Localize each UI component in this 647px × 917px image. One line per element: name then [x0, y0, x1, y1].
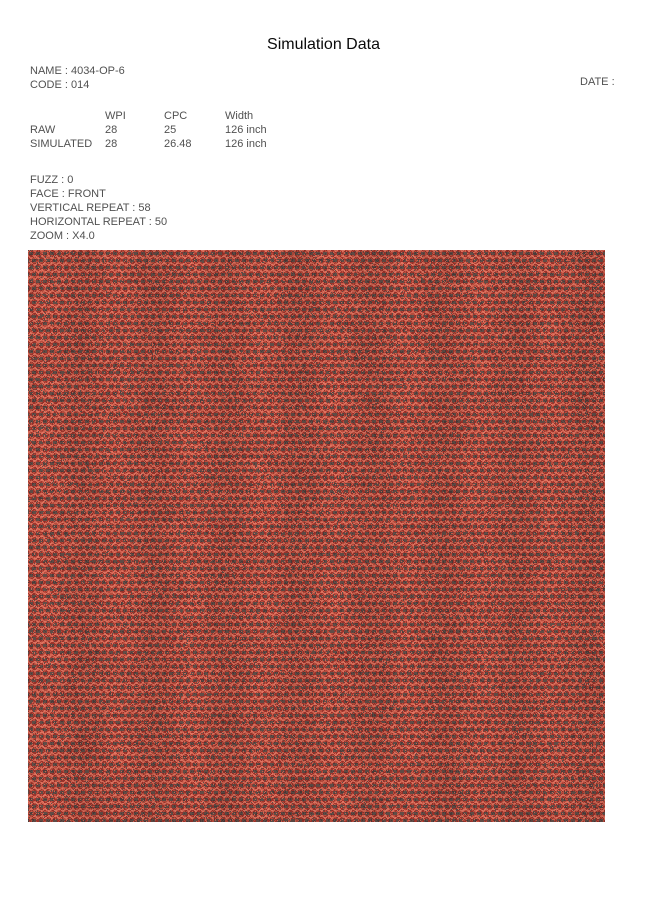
table-cell-wpi: 28 [105, 124, 118, 136]
name-value: 4034-OP-6 [70, 65, 125, 77]
code-field: CODE : 014 [30, 78, 125, 92]
param-label: FACE [30, 188, 59, 200]
table-cell-cpc: 26.48 [164, 138, 192, 150]
fabric-texture-image [28, 250, 605, 822]
name-separator: : [61, 65, 71, 77]
param-label: FUZZ [30, 174, 59, 186]
measurement-table: WPI CPC Width RAW 28 25 126 inch SIMULAT… [30, 109, 267, 151]
code-label: CODE [30, 79, 62, 91]
table-corner-cell [30, 109, 105, 123]
param-value: 0 [67, 174, 74, 186]
param-value: 50 [154, 216, 168, 228]
param-face: FACE : FRONT [30, 187, 167, 201]
table-header-cpc: CPC [164, 110, 188, 122]
table-cell-cpc: 25 [164, 124, 177, 136]
param-label: HORIZONTAL REPEAT [30, 216, 146, 228]
table-header-width: Width [225, 110, 254, 122]
param-value: FRONT [67, 188, 106, 200]
table-cell-wpi: 28 [105, 138, 118, 150]
table-header-wpi: WPI [105, 110, 126, 122]
param-vertical-repeat: VERTICAL REPEAT : 58 [30, 201, 167, 215]
param-value: 58 [138, 202, 151, 214]
meta-block: NAME : 4034-OP-6 CODE : 014 [30, 64, 125, 92]
param-label: VERTICAL REPEAT [30, 202, 130, 214]
date-label: DATE [580, 76, 609, 88]
param-fuzz: FUZZ : 0 [30, 173, 167, 187]
param-label: ZOOM [30, 230, 63, 242]
table-row-label: SIMULATED [30, 138, 93, 150]
page-title: Simulation Data [267, 36, 380, 53]
name-label: NAME [30, 65, 62, 77]
param-value: X4.0 [72, 230, 95, 242]
param-separator: : [63, 230, 73, 242]
param-separator: : [145, 216, 155, 228]
table-row-label: RAW [30, 124, 56, 136]
param-separator: : [129, 202, 139, 214]
code-separator: : [61, 79, 71, 91]
parameter-list: FUZZ : 0 FACE : FRONT VERTICAL REPEAT : … [30, 173, 167, 243]
param-horizontal-repeat: HORIZONTAL REPEAT : 50 [30, 215, 167, 229]
date-field: DATE : [580, 75, 618, 89]
param-separator: : [58, 174, 68, 186]
date-separator: : [608, 76, 618, 88]
table-cell-width: 126 inch [225, 124, 267, 136]
param-zoom: ZOOM : X4.0 [30, 229, 167, 243]
table-cell-width: 126 inch [225, 138, 267, 150]
param-separator: : [58, 188, 68, 200]
code-value: 014 [70, 79, 90, 91]
name-field: NAME : 4034-OP-6 [30, 64, 125, 78]
